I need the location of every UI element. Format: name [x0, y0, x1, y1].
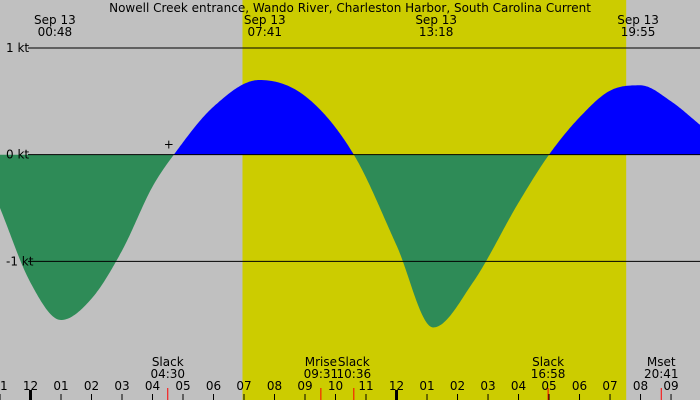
y-tick-label-2: -1 kt — [6, 254, 34, 268]
event-time-3: 16:58 — [531, 367, 566, 381]
event-name-4: Mset — [647, 355, 676, 369]
y-gridlines — [28, 47, 700, 262]
event-time-0: 04:30 — [150, 367, 185, 381]
x-tick-label-2: 01 — [53, 379, 68, 393]
x-tick-label-1: 12 — [23, 379, 38, 393]
flood-area-1 — [173, 80, 354, 155]
y-tick-label-0: 1 kt — [6, 41, 29, 55]
x-tick-label-5: 04 — [145, 379, 160, 393]
x-tick-label-19: 06 — [572, 379, 587, 393]
current-areas — [0, 80, 700, 328]
top-time-1: 07:41 — [247, 25, 282, 39]
x-tick-label-17: 04 — [511, 379, 526, 393]
flood-area-3 — [549, 85, 700, 155]
chart-title: Nowell Creek entrance, Wando River, Char… — [109, 1, 591, 15]
event-name-2: Slack — [338, 355, 370, 369]
x-tick-label-7: 06 — [206, 379, 221, 393]
x-tick-label-15: 02 — [450, 379, 465, 393]
top-date-0: Sep 13 — [34, 13, 76, 27]
x-tick-label-12: 11 — [358, 379, 373, 393]
x-tick-label-21: 08 — [633, 379, 648, 393]
x-tick-label-4: 03 — [114, 379, 129, 393]
x-axis: 11 12 01 02 03 04 05 06 07 08 09 10 11 12 01 02 03 04 05 06… — [0, 379, 679, 400]
slack-marker: + — [164, 138, 174, 152]
top-time-3: 19:55 — [621, 25, 656, 39]
x-tick-label-20: 07 — [602, 379, 617, 393]
x-tick-label-13: 12 — [389, 379, 404, 393]
top-date-2: Sep 13 — [415, 13, 457, 27]
top-time-0: 00:48 — [38, 25, 73, 39]
x-tick-label-11: 10 — [328, 379, 343, 393]
top-time-2: 13:18 — [419, 25, 454, 39]
y-tick-label-1: 0 kt — [6, 148, 29, 162]
ebb-area-2 — [353, 154, 549, 328]
x-tick-label-18: 05 — [541, 379, 556, 393]
x-tick-label-14: 01 — [419, 379, 434, 393]
top-date-3: Sep 13 — [617, 13, 659, 27]
event-time-4: 20:41 — [644, 367, 679, 381]
x-tick-label-3: 02 — [84, 379, 99, 393]
x-tick-label-0: 11 — [0, 379, 8, 393]
event-name-0: Slack — [152, 355, 184, 369]
top-date-1: Sep 13 — [244, 13, 286, 27]
x-tick-label-8: 07 — [236, 379, 251, 393]
event-name-3: Slack — [532, 355, 564, 369]
event-labels: Slack04:30Mrise09:31Slack10:36Slack16:58… — [150, 355, 679, 400]
event-time-2: 10:36 — [337, 367, 372, 381]
x-tick-label-16: 03 — [480, 379, 495, 393]
event-time-1: 09:31 — [304, 367, 339, 381]
x-tick-label-9: 08 — [267, 379, 282, 393]
x-tick-label-10: 09 — [297, 379, 312, 393]
x-tick-label-6: 05 — [175, 379, 190, 393]
y-axis-labels: 1 kt 0 kt -1 kt + — [6, 41, 174, 268]
ebb-area-0 — [0, 154, 174, 320]
event-name-1: Mrise — [305, 355, 337, 369]
x-tick-label-22: 09 — [663, 379, 678, 393]
